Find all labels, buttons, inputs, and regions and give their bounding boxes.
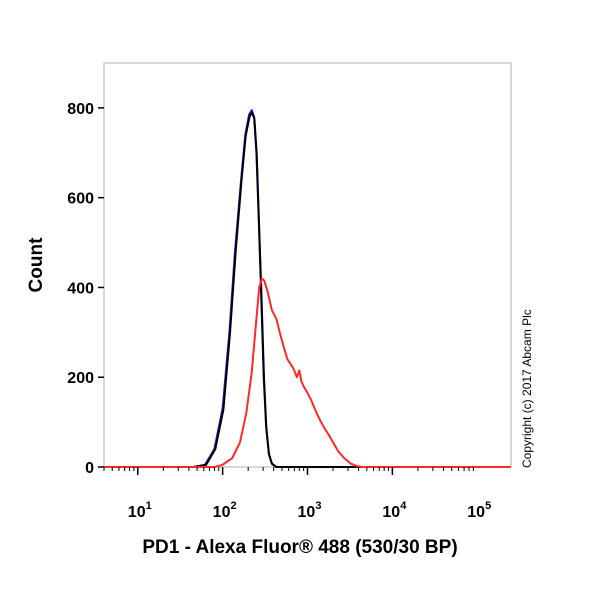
x-tick-label: 104: [382, 500, 407, 521]
plot-frame: [103, 62, 512, 468]
x-tick-label: 101: [128, 500, 152, 521]
series-layer: [104, 109, 511, 468]
x-axis-label: PD1 - Alexa Fluor® 488 (530/30 BP): [142, 537, 457, 558]
copyright-notice: Copyright (c) 2017 Abcam Plc: [520, 309, 534, 468]
series-line-3: [104, 277, 511, 468]
x-tick-label: 103: [298, 500, 322, 521]
y-tick-label: 400: [67, 280, 94, 297]
y-tick-label: 600: [67, 191, 94, 208]
y-tick-label: 800: [67, 101, 94, 118]
series-line-2: [104, 111, 511, 468]
y-axis: 0 200 400 600 800: [67, 101, 104, 477]
y-tick-label: 0: [85, 460, 94, 477]
y-axis-label: Count: [26, 237, 47, 293]
x-tick-label: 105: [467, 500, 491, 521]
x-tick-label: 102: [213, 500, 237, 521]
y-tick-label: 200: [67, 370, 94, 387]
x-axis: 101 102 103 104 105: [103, 467, 491, 521]
